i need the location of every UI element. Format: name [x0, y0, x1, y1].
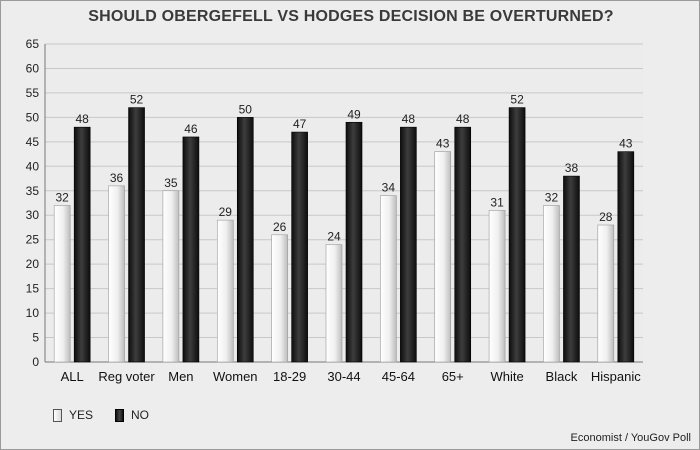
bar-yes	[53, 205, 71, 363]
bar-yes	[271, 234, 288, 363]
data-label-no: 50	[239, 102, 253, 116]
bar-no	[291, 131, 308, 363]
legend-label-yes: YES	[69, 408, 94, 422]
y-tick-label: 50	[26, 110, 40, 124]
bar-yes	[216, 219, 234, 363]
y-tick-label: 15	[26, 282, 40, 296]
data-label-no: 47	[293, 117, 307, 131]
x-tick-label: Reg voter	[98, 369, 155, 384]
legend-item-no: NO	[115, 408, 149, 422]
y-tick-label: 5	[32, 331, 39, 345]
bar-yes	[488, 210, 506, 363]
y-tick-label: 35	[26, 184, 40, 198]
data-labels: 32 48 36 52 35 46 29 50 26 47 24 49 34 48 43 48 31 52 32 38…	[56, 93, 633, 244]
x-tick-label: 30-44	[327, 369, 360, 384]
bar-yes	[325, 244, 343, 363]
y-tick-label: 55	[26, 86, 40, 100]
x-tick-label: 18-29	[273, 369, 306, 384]
bar-no	[617, 151, 635, 363]
data-label-no: 43	[619, 137, 633, 151]
data-label-yes: 28	[599, 210, 613, 224]
axes: 0 5 10 15 20 25 30 35 40 45 50 55 60 65 ALL Reg voter Me…	[26, 37, 643, 384]
bar-no	[128, 107, 145, 363]
data-label-no: 52	[510, 93, 524, 107]
x-tick-label: 45-64	[382, 369, 415, 384]
bar-no	[400, 126, 417, 363]
legend-item-yes: YES	[53, 408, 93, 422]
y-tick-label: 65	[26, 37, 40, 51]
data-label-yes: 31	[490, 195, 504, 209]
x-tick-label: Hispanic	[591, 369, 641, 384]
bar-yes	[597, 224, 615, 363]
y-tick-label: 10	[26, 306, 40, 320]
data-label-yes: 34	[382, 181, 396, 195]
data-label-yes: 24	[327, 230, 341, 244]
x-tick-label: 65+	[442, 369, 464, 384]
x-tick-label: Men	[168, 369, 193, 384]
bar-yes	[380, 195, 397, 363]
bar-no	[508, 107, 526, 363]
bar-yes	[434, 151, 452, 363]
bar-yes	[108, 185, 125, 363]
y-tick-label: 40	[26, 159, 40, 173]
x-tick-label: White	[490, 369, 523, 384]
data-label-yes: 43	[436, 137, 450, 151]
data-label-no: 52	[130, 93, 144, 107]
data-label-yes: 32	[545, 190, 559, 204]
bar-no	[182, 136, 200, 363]
bar-no	[563, 175, 580, 363]
data-label-no: 49	[347, 107, 361, 121]
data-label-no: 46	[184, 122, 198, 136]
y-tick-label: 45	[26, 135, 40, 149]
bar-no	[454, 126, 472, 363]
data-label-no: 38	[565, 161, 579, 175]
legend: YES NO	[53, 408, 171, 422]
y-tick-label: 20	[26, 257, 40, 271]
data-label-yes: 29	[219, 205, 233, 219]
data-label-yes: 32	[56, 190, 70, 204]
y-tick-label: 60	[26, 61, 40, 75]
bars	[53, 107, 635, 363]
x-tick-label: Women	[213, 369, 258, 384]
legend-swatch-no	[115, 408, 125, 422]
bar-no	[345, 121, 363, 363]
y-tick-label: 25	[26, 233, 40, 247]
bar-yes	[162, 190, 180, 363]
bar-no	[236, 117, 254, 363]
bar-yes	[543, 205, 560, 363]
data-label-no: 48	[76, 112, 90, 126]
y-tick-label: 30	[26, 208, 40, 222]
data-label-no: 48	[456, 112, 470, 126]
data-label-yes: 36	[110, 171, 124, 185]
data-label-no: 48	[402, 112, 416, 126]
x-tick-label: Black	[546, 369, 578, 384]
chart-title: SHOULD OBERGEFELL VS HODGES DECISION BE …	[88, 8, 614, 25]
legend-swatch-yes	[53, 408, 62, 422]
source-note: Economist / YouGov Poll	[570, 432, 691, 444]
y-tick-label: 0	[32, 355, 39, 369]
legend-label-no: NO	[131, 408, 150, 422]
x-tick-label: ALL	[61, 369, 84, 384]
bar-no	[73, 126, 91, 363]
data-label-yes: 26	[273, 220, 287, 234]
data-label-yes: 35	[164, 176, 178, 190]
